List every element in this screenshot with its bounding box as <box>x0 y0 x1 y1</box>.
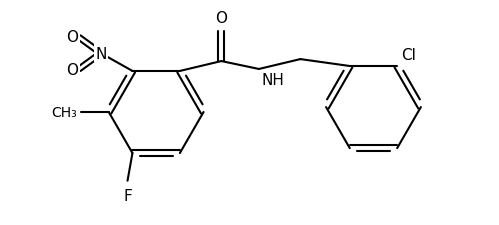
Text: CH₃: CH₃ <box>51 106 77 119</box>
Text: NH: NH <box>262 73 285 88</box>
Text: N: N <box>95 46 107 61</box>
Text: F: F <box>123 188 132 203</box>
Text: O: O <box>216 11 228 25</box>
Text: Cl: Cl <box>401 48 416 63</box>
Text: O: O <box>66 30 78 45</box>
Text: O: O <box>66 63 78 78</box>
